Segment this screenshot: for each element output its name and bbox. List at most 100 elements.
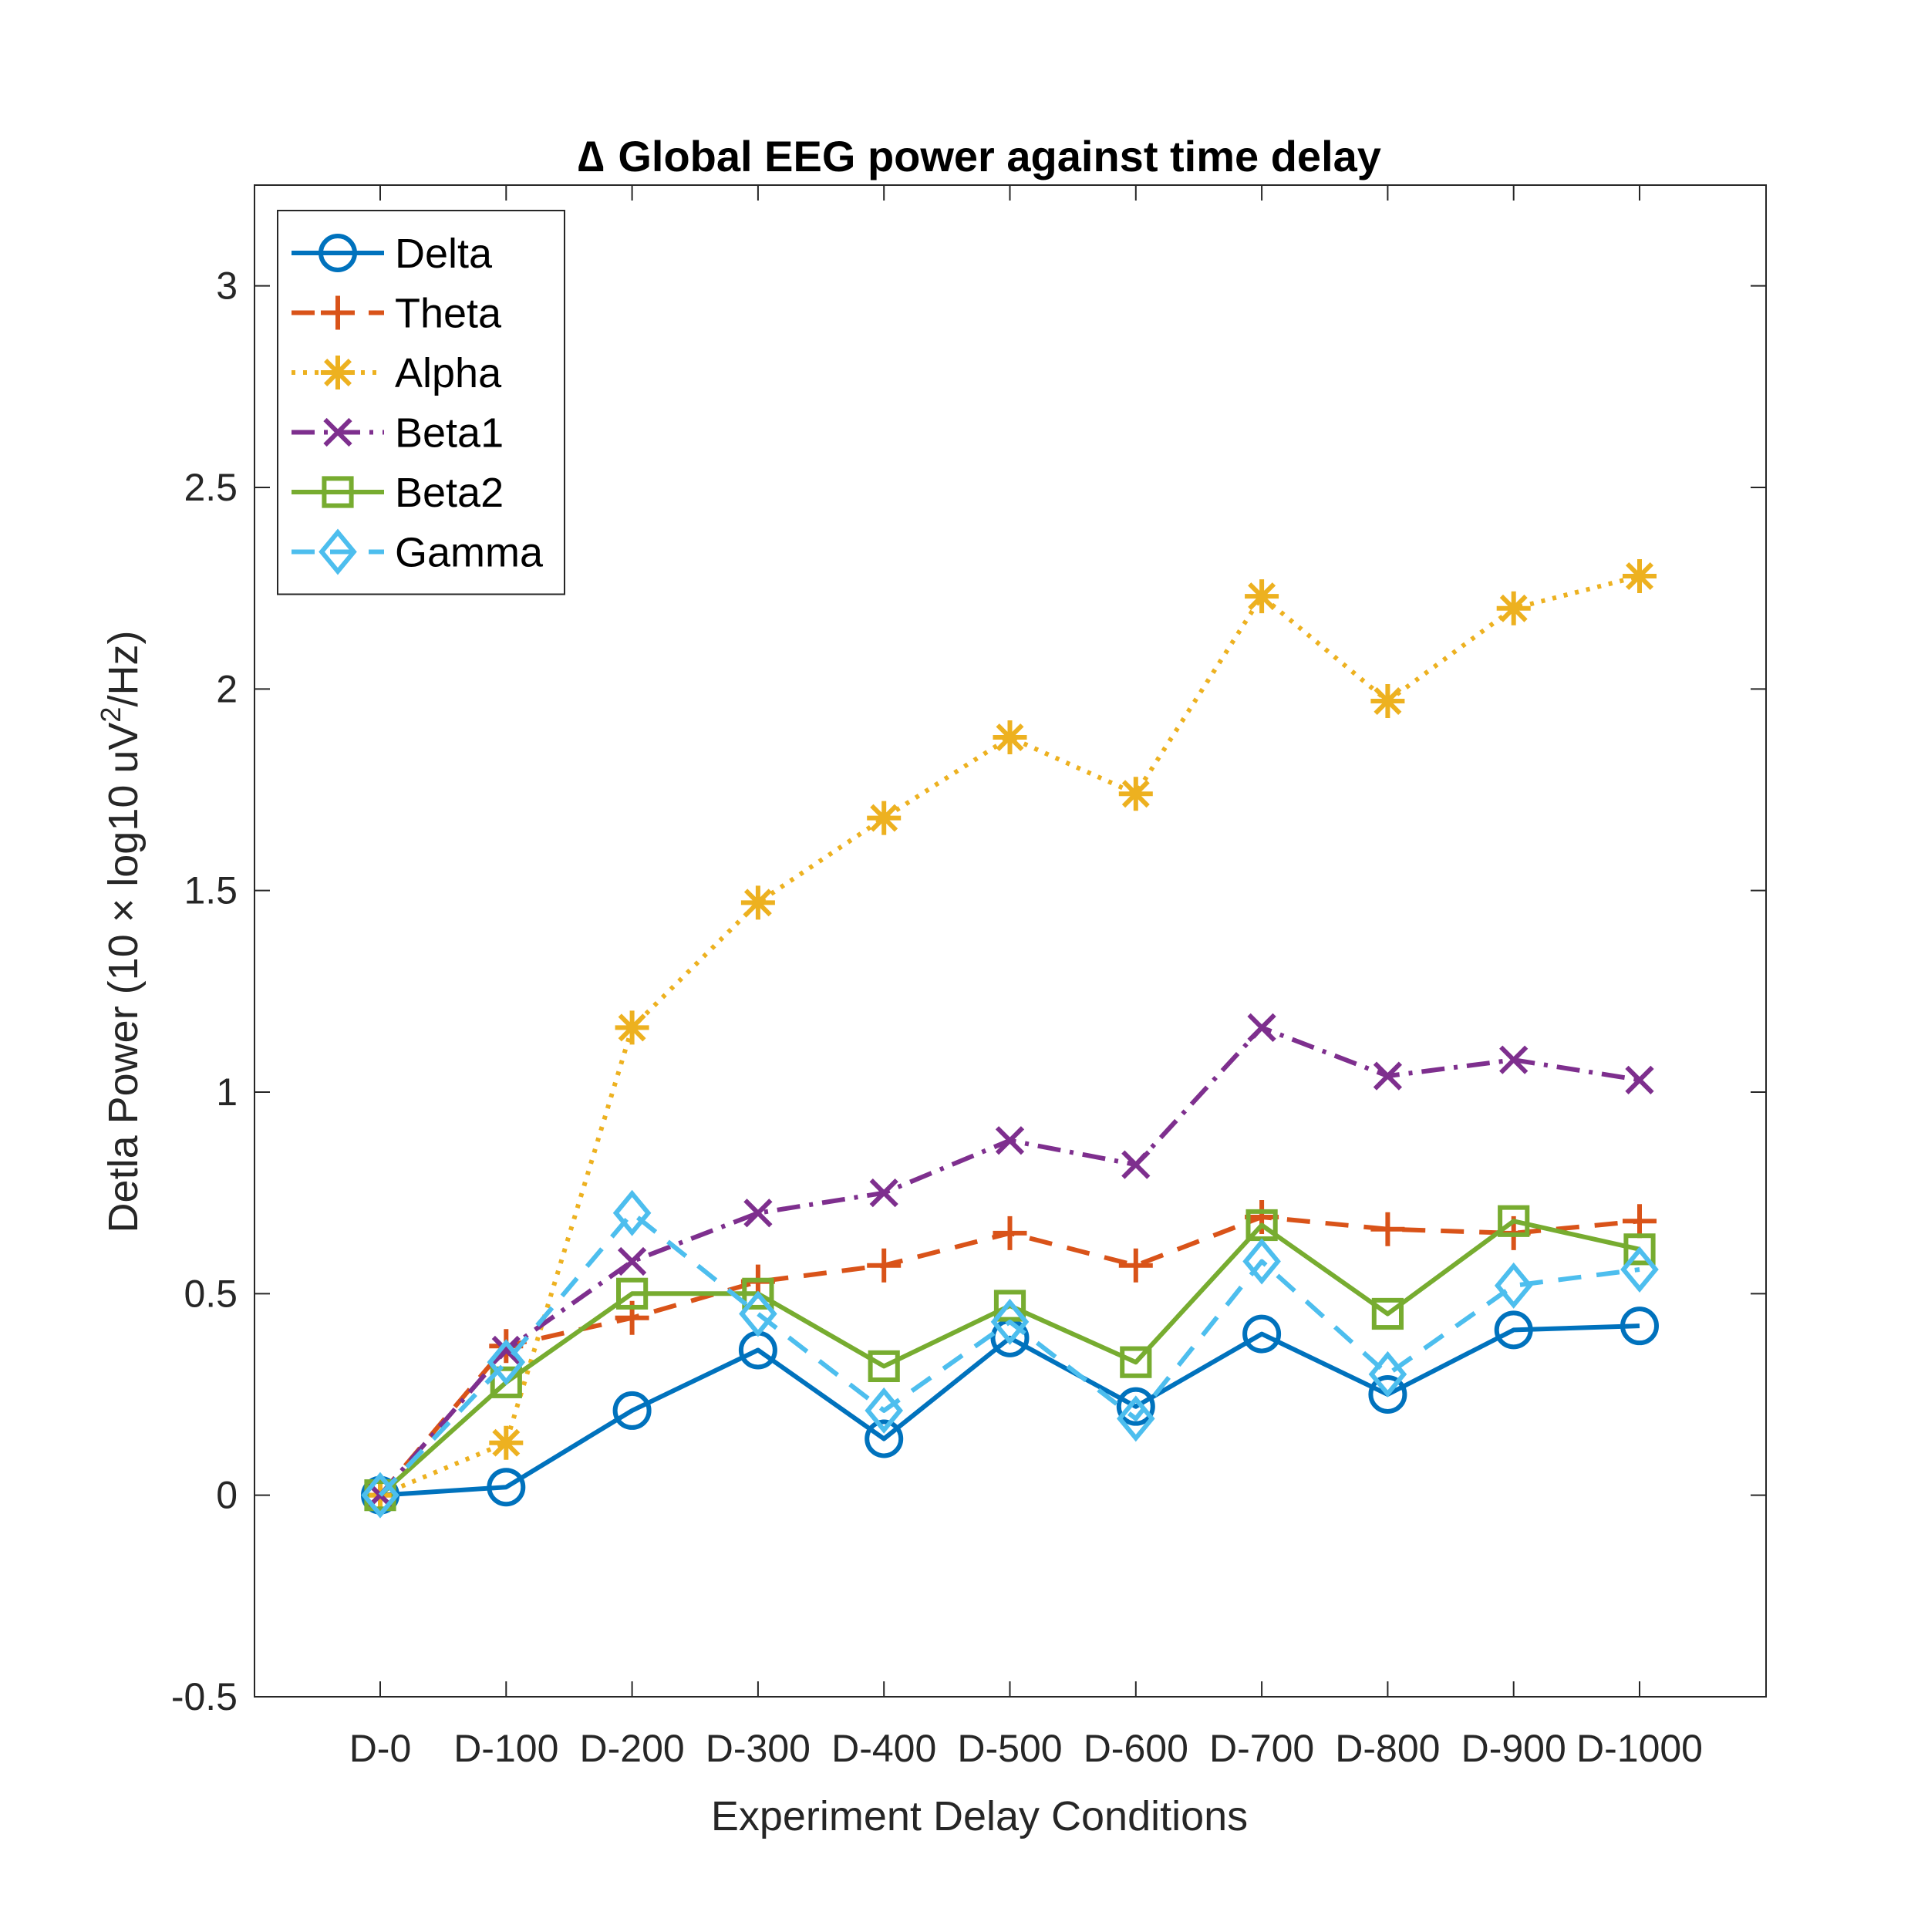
series-marker-gamma [1620,1246,1659,1293]
series-marker-theta [993,1216,1027,1250]
series-marker-beta1 [869,1178,898,1208]
legend-marker-beta1 [323,417,352,447]
y-axis-title-main: Detla Power (10 × log10 uV [100,723,147,1233]
legend-label-beta2: Beta2 [395,470,504,516]
title-delta-symbol: ∆ [578,132,604,180]
x-tick-label: D-700 [1209,1727,1314,1770]
series-marker-delta [1494,1310,1533,1350]
series-marker-alpha [740,885,775,920]
series-marker-beta2 [616,1277,649,1310]
y-tick-label: -0.5 [171,1675,238,1718]
y-tick-label: 1.5 [184,869,238,912]
x-tick-label: D-100 [453,1727,558,1770]
series-marker-delta [865,1419,904,1458]
series-marker-beta2 [1120,1346,1152,1378]
y-tick-label: 0 [216,1474,238,1517]
series-line-gamma [378,1210,1640,1497]
plot-area: -0.5 0 0.5 1 1.5 2 2.5 3 D-0 D-100 D-200 D-300 D-400… [171,184,1767,1770]
series-marker-gamma [1117,1395,1155,1442]
x-tick-label: D-1000 [1576,1727,1703,1770]
series-marker-beta1 [743,1199,773,1228]
series-marker-beta1 [491,1335,521,1365]
series-marker-gamma [361,1472,399,1519]
y-tick-label: 1 [216,1071,238,1114]
series-marker-delta [1116,1387,1155,1426]
series-alpha [363,558,1657,1512]
series-marker-delta [1620,1307,1659,1346]
series-marker-beta2 [868,1350,900,1383]
legend-marker-delta [319,234,357,272]
x-tick-label: D-900 [1461,1727,1566,1770]
series-gamma [361,1189,1659,1519]
series-line-beta1 [378,1025,1640,1497]
series-marker-gamma [1494,1262,1533,1309]
series-marker-beta2 [1623,1233,1656,1266]
series-marker-gamma [487,1339,526,1386]
series-marker-beta1 [1121,1150,1151,1179]
x-tick-label: D-300 [706,1727,811,1770]
series-marker-beta1 [995,1126,1025,1155]
series-marker-gamma [1368,1350,1407,1398]
x-tick-label: D-600 [1084,1727,1188,1770]
series-marker-beta2 [993,1290,1026,1322]
series-marker-theta [1623,1204,1657,1239]
legend-label-delta: Delta [395,231,493,277]
legend-marker-beta2 [322,476,354,508]
title-text: Global EEG power against time delay [618,132,1381,180]
series-marker-beta1 [1373,1061,1403,1091]
series-marker-alpha [615,1010,649,1045]
legend-label-gamma: Gamma [395,530,544,576]
x-tick-label: D-500 [957,1727,1062,1770]
series-marker-alpha [1370,684,1405,719]
chart-title: ∆ Global EEG power against time delay [578,132,1381,180]
series-marker-beta2 [1498,1205,1530,1237]
series-marker-gamma [865,1387,903,1434]
series-marker-beta1 [1247,1013,1276,1042]
x-tick-label: D-0 [349,1727,412,1770]
series-line-alpha [379,574,1640,1498]
series-marker-alpha [1245,579,1279,614]
series-marker-gamma [612,1189,652,1236]
series-marker-gamma [1242,1238,1281,1285]
series-marker-alpha [1496,591,1531,625]
series-marker-beta2 [490,1366,522,1398]
series-marker-alpha [1118,777,1153,811]
series-marker-delta [612,1391,652,1430]
series-marker-beta1 [1625,1065,1654,1094]
series-marker-theta [1370,1212,1405,1246]
series-marker-theta [867,1248,902,1283]
series-marker-delta [1368,1375,1407,1414]
y-axis-title-superscript: 2 [95,707,126,723]
x-tick-label: D-400 [831,1727,936,1770]
series-marker-alpha [993,720,1027,755]
x-axis-title: Experiment Delay Conditions [711,1793,1248,1839]
y-axis-title: Detla Power (10 × log10 uV2/Hz) [95,631,147,1233]
legend-box [277,210,565,595]
series-line-delta [379,1323,1640,1498]
legend-label-alpha: Alpha [395,350,502,396]
legend-label-beta1: Beta1 [395,410,504,457]
series-marker-delta [487,1468,526,1507]
series-marker-beta2 [742,1277,774,1310]
series-marker-alpha [1623,558,1657,593]
x-tick-label: D-800 [1335,1727,1440,1770]
series-marker-gamma [990,1298,1030,1345]
legend: Delta Theta Alpha Beta1 Beta2 Gamma [277,210,565,595]
x-tick-label: D-200 [580,1727,685,1770]
y-tick-label: 2 [216,667,238,710]
series-line-beta2 [378,1219,1640,1497]
legend-marker-theta [321,295,355,330]
series-marker-gamma [739,1290,777,1337]
legend-label-theta: Theta [395,291,502,337]
y-axis-title-unit: /Hz) [100,631,147,707]
legend-marker-alpha [321,356,355,389]
legend-marker-gamma [319,528,357,575]
series-marker-beta2 [1371,1297,1404,1330]
series-marker-alpha [867,801,902,835]
series-marker-beta1 [617,1246,647,1276]
series-marker-alpha [489,1425,524,1460]
y-tick-label: 0.5 [184,1272,238,1315]
series-marker-delta [1242,1314,1282,1354]
